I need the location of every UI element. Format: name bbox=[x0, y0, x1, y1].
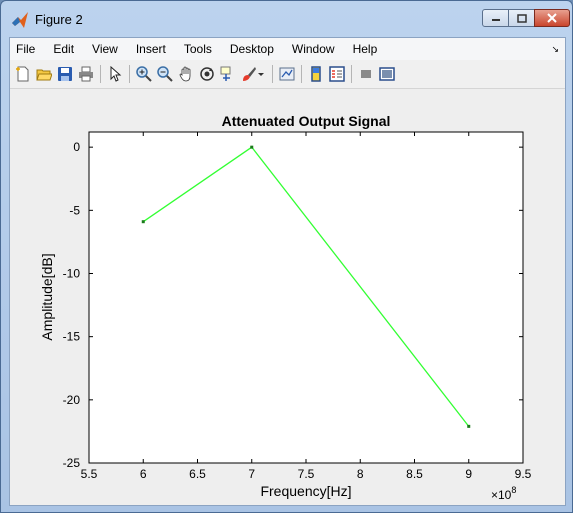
zoom-in-button[interactable] bbox=[134, 64, 154, 84]
rotate-3d-icon bbox=[200, 67, 214, 81]
y-tick-label: -5 bbox=[69, 203, 80, 217]
pointer-icon bbox=[110, 66, 122, 82]
x-tick-label: 9 bbox=[465, 467, 472, 481]
y-tick-label: 0 bbox=[73, 140, 80, 154]
menu-insert[interactable]: Insert bbox=[135, 42, 166, 56]
hide-plot-tools-icon bbox=[361, 70, 371, 78]
x-exponent-label: ×108 bbox=[491, 485, 516, 502]
window-title: Figure 2 bbox=[35, 12, 83, 27]
new-figure-icon bbox=[16, 66, 29, 82]
legend-button[interactable] bbox=[327, 64, 347, 84]
y-tick-label: -20 bbox=[63, 393, 81, 407]
data-cursor-icon bbox=[220, 66, 231, 81]
x-tick-label: 5.5 bbox=[81, 467, 98, 481]
y-tick-label: -15 bbox=[63, 330, 81, 344]
rotate-3d-button[interactable] bbox=[197, 64, 217, 84]
menu-help[interactable]: Help bbox=[352, 42, 378, 56]
pan-icon bbox=[179, 66, 191, 82]
save-icon bbox=[58, 67, 72, 81]
x-tick-label: 6 bbox=[140, 467, 147, 481]
zoom-in-icon bbox=[136, 66, 152, 82]
open-file-button[interactable] bbox=[34, 64, 54, 84]
menu-dock-arrow-icon[interactable]: ↘ bbox=[551, 44, 559, 54]
show-plot-tools-button[interactable] bbox=[377, 64, 397, 84]
chevron-down-icon bbox=[258, 73, 264, 76]
minimize-icon bbox=[491, 19, 500, 21]
colorbar-icon bbox=[311, 66, 321, 82]
menu-tools[interactable]: Tools bbox=[183, 42, 212, 56]
brush-dropdown[interactable] bbox=[256, 64, 266, 84]
show-plot-tools-icon bbox=[379, 67, 395, 81]
toolbar-separator bbox=[272, 65, 273, 83]
close-button[interactable] bbox=[534, 9, 570, 27]
matlab-logo-icon bbox=[12, 12, 28, 28]
menu-file[interactable]: File bbox=[16, 42, 36, 56]
brush-icon bbox=[243, 67, 256, 81]
open-file-icon bbox=[36, 69, 52, 81]
zoom-out-button[interactable] bbox=[155, 64, 175, 84]
data-point bbox=[467, 424, 471, 428]
print-button[interactable] bbox=[76, 64, 96, 84]
y-axis-label: Amplitude[dB] bbox=[39, 253, 55, 340]
line-chart: Attenuated Output Signal Frequency[Hz] A… bbox=[39, 113, 532, 502]
toolbar-separator bbox=[351, 65, 352, 83]
hide-plot-tools-button[interactable] bbox=[356, 64, 376, 84]
brush-button[interactable] bbox=[239, 64, 259, 84]
save-button[interactable] bbox=[55, 64, 75, 84]
minimize-button[interactable] bbox=[482, 9, 509, 27]
menu-edit[interactable]: Edit bbox=[53, 42, 75, 56]
x-ticks: 5.5 6 6.5 7 7.5 8 8.5 9 9.5 bbox=[81, 132, 532, 481]
print-icon bbox=[79, 66, 93, 82]
maximize-icon bbox=[516, 13, 527, 23]
toolbar-separator bbox=[129, 65, 130, 83]
colorbar-button[interactable] bbox=[306, 64, 326, 84]
x-tick-label: 6.5 bbox=[189, 467, 206, 481]
y-tick-label: -10 bbox=[63, 266, 81, 280]
menu-window[interactable]: Window bbox=[291, 42, 335, 56]
pan-button[interactable] bbox=[176, 64, 196, 84]
x-tick-label: 7.5 bbox=[298, 467, 315, 481]
series-layer bbox=[141, 145, 471, 428]
x-tick-label: 8 bbox=[357, 467, 364, 481]
link-plot-icon bbox=[279, 67, 295, 81]
pointer-button[interactable] bbox=[105, 64, 125, 84]
title-bar[interactable]: Figure 2 bbox=[1, 1, 572, 37]
link-plot-button[interactable] bbox=[277, 64, 297, 84]
zoom-out-icon bbox=[157, 66, 173, 82]
chart-title: Attenuated Output Signal bbox=[222, 113, 391, 129]
x-tick-label: 7 bbox=[248, 467, 255, 481]
legend-icon bbox=[329, 66, 345, 82]
maximize-button[interactable] bbox=[508, 9, 535, 27]
toolbar-separator bbox=[301, 65, 302, 83]
data-cursor-button[interactable] bbox=[218, 64, 238, 84]
figure-toolbar bbox=[10, 60, 565, 89]
close-icon bbox=[547, 13, 557, 23]
data-point bbox=[141, 220, 145, 224]
x-tick-label: 9.5 bbox=[515, 467, 532, 481]
y-ticks: 0 -5 -10 -15 -20 -25 bbox=[63, 140, 523, 470]
x-axis-label: Frequency[Hz] bbox=[260, 483, 351, 499]
x-tick-label: 8.5 bbox=[406, 467, 423, 481]
x-exponent-value: 8 bbox=[511, 485, 516, 495]
toolbar-separator bbox=[100, 65, 101, 83]
data-point bbox=[250, 145, 254, 149]
menu-view[interactable]: View bbox=[92, 42, 118, 56]
new-figure-button[interactable] bbox=[13, 64, 33, 84]
y-tick-label: -25 bbox=[63, 456, 81, 470]
figure-canvas: Attenuated Output Signal Frequency[Hz] A… bbox=[10, 89, 565, 505]
figure-client: File Edit View Insert Tools Desktop Wind… bbox=[9, 37, 566, 506]
menu-desktop[interactable]: Desktop bbox=[229, 42, 274, 56]
menu-bar: File Edit View Insert Tools Desktop Wind… bbox=[10, 38, 565, 60]
